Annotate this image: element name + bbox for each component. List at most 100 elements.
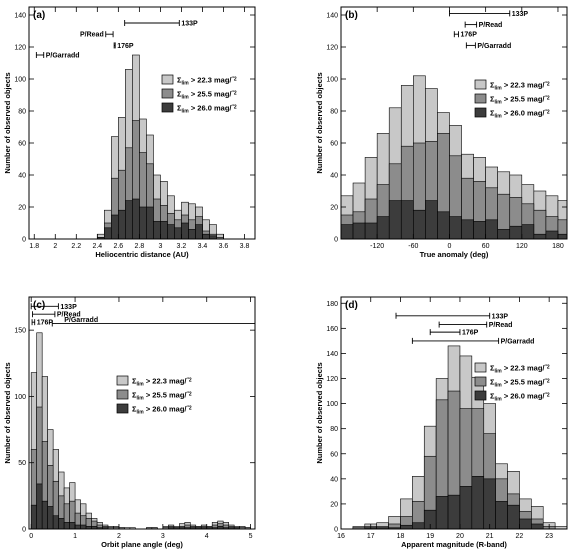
range-label: P/Garradd (501, 338, 535, 345)
bar (473, 221, 486, 239)
plot-frame (28, 6, 256, 240)
range-marker: 176P (429, 329, 479, 337)
y-tick-label: 120 (14, 45, 26, 52)
x-tick-label: 3.2 (177, 243, 187, 250)
plot-frame (28, 296, 256, 530)
y-tick-label: 80 (330, 426, 338, 433)
range-label: P/Read (489, 322, 513, 329)
legend-entry: Σlim > 22.3 mag/″2 (490, 81, 550, 92)
x-axis-label: True anomaly (deg) (420, 250, 489, 259)
y-tick-label: 80 (330, 109, 338, 116)
y-tick-label: 60 (330, 451, 338, 458)
range-marker: P/Garradd (411, 337, 535, 345)
range-marker: 133P (449, 10, 528, 18)
legend-entry: Σlim > 25.5 mag/″2 (177, 90, 237, 101)
y-tick-label: 20 (18, 205, 26, 212)
bar (449, 216, 462, 239)
bar (545, 230, 559, 239)
range-marker: 133P (30, 303, 77, 311)
range-marker: P/Read (32, 311, 81, 319)
x-tick-label: 18 (397, 533, 405, 540)
bar (153, 221, 161, 239)
bar (435, 496, 449, 529)
range-label: 176P (37, 320, 54, 327)
series-3 (341, 200, 567, 239)
bar (509, 225, 523, 239)
bar (521, 224, 535, 239)
x-tick-label: 21 (486, 533, 494, 540)
x-tick-label: 23 (545, 533, 553, 540)
y-tick-label: 100 (14, 77, 26, 84)
y-tick-label: 100 (326, 401, 338, 408)
bar (30, 504, 37, 529)
bar (400, 200, 414, 239)
legend-swatch (161, 88, 174, 99)
legend-swatch (161, 102, 174, 113)
x-tick-label: 22 (516, 533, 524, 540)
y-tick-label: 50 (18, 460, 26, 467)
x-tick-label: 2.6 (113, 243, 123, 250)
bar (125, 200, 133, 239)
series-3 (364, 476, 544, 529)
legend-swatch (474, 390, 487, 401)
range-marker: 133P (395, 312, 508, 320)
bar (181, 222, 189, 239)
legend-swatch (474, 376, 487, 387)
bar (47, 506, 54, 529)
range-label: P/Garradd (46, 53, 80, 60)
x-tick-label: 3.6 (219, 243, 229, 250)
y-tick-label: 140 (326, 13, 338, 20)
panel-label: (b) (345, 10, 358, 21)
bar (209, 235, 217, 239)
bar (69, 522, 76, 529)
legend-swatch (116, 389, 129, 400)
y-tick-label: 100 (14, 394, 26, 401)
range-label: P/Read (57, 312, 81, 319)
legend: Σlim > 22.3 mag/″2 Σlim > 25.5 mag/″2 Σlim… (161, 74, 237, 115)
bar (104, 227, 112, 239)
legend-entry: Σlim > 22.3 mag/″2 (132, 377, 192, 388)
range-label: 133P (60, 304, 77, 311)
plot-frame (340, 6, 568, 240)
x-tick-label: 2 (117, 533, 121, 540)
x-tick-label: 1 (73, 533, 77, 540)
y-tick-label: 120 (326, 376, 338, 383)
range-label: P/Read (479, 22, 503, 29)
x-tick-label: 120 (516, 243, 528, 250)
y-tick-label: 60 (330, 141, 338, 148)
bar (495, 501, 508, 529)
y-tick-label: 0 (334, 527, 338, 534)
bar (497, 229, 511, 239)
bar (202, 233, 210, 239)
range-marker: P/Read (438, 321, 513, 329)
bar (471, 476, 485, 529)
range-marker: P/Garradd (465, 42, 511, 50)
panel-a: 1.8 2 2.2 2.4 2.6 2.8 3 3.2 3.4 3.6 3.8 0 20 40 60 80 10… (3, 6, 256, 259)
range-label: P/Garradd (477, 43, 511, 50)
bar (41, 500, 48, 529)
bar (195, 224, 203, 239)
y-axis-label: Number of observed objects (315, 362, 324, 463)
y-axis-label: Number of observed objects (3, 72, 12, 173)
bar (341, 224, 354, 239)
bar (400, 524, 413, 529)
panel-d: 16 17 18 19 20 21 22 23 0 20 40 60 80 100 120 140 160 180… (315, 296, 568, 549)
bar (36, 483, 43, 529)
y-axis-label: Number of observed objects (3, 362, 12, 463)
bar (425, 200, 438, 239)
legend-entry: Σlim > 22.3 mag/″2 (490, 364, 550, 375)
bar (388, 200, 402, 239)
x-axis-label: Apparent magnitude (R-band) (401, 540, 507, 549)
legend-swatch (161, 74, 174, 85)
x-tick-label: 19 (426, 533, 434, 540)
bar (459, 486, 473, 529)
y-tick-label: 140 (326, 351, 338, 358)
range-marker: 176P (31, 319, 54, 327)
x-tick-label: 1.8 (29, 243, 39, 250)
legend-swatch (474, 107, 487, 118)
y-tick-label: 0 (334, 237, 338, 244)
bar (485, 219, 498, 239)
bar (111, 214, 119, 239)
